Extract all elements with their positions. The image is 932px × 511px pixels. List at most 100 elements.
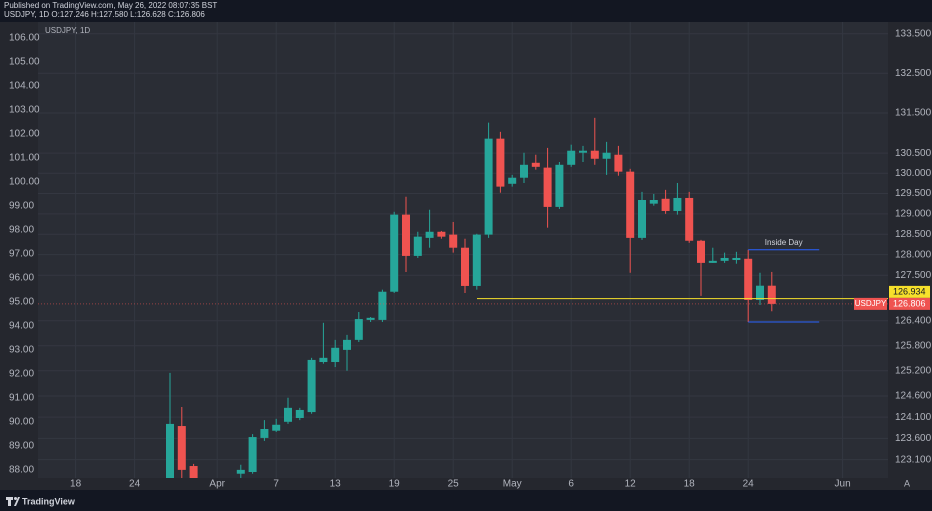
y-tick-label: 93.00 [9,345,34,356]
y-tick-label: 97.00 [9,249,34,260]
y-tick-label: 88.00 [9,465,34,476]
candle-body [248,437,257,473]
y2-tick-label: 128.500 [895,229,932,240]
candle-body [638,200,646,238]
x-tick-label: 25 [448,479,460,490]
y2-tick-label: 124.600 [895,391,932,402]
y2-tick-label: 129.500 [895,188,932,199]
y2-tick-label: 124.100 [895,412,932,423]
symbol-tag [854,297,887,310]
candle-body [531,162,540,167]
y-tick-label: 99.00 [9,201,34,212]
candle-body [756,285,764,300]
candle-body [508,177,517,184]
y-tick-label: 101.00 [9,153,40,164]
y-tick-label: 92.00 [9,369,34,380]
candle-body [413,236,422,256]
y2-tick-label: 127.500 [895,270,932,281]
published-note: Published on TradingView.com, May 26, 20… [4,1,217,10]
y2-tick-label: 123.100 [895,454,932,465]
candle-body [284,407,292,422]
y-tick-label: 102.00 [9,129,40,140]
candle-body [590,150,599,159]
candle-body [307,359,316,413]
candle-body [354,319,363,340]
candle-body [614,154,623,172]
y2-tick-label: 131.500 [895,108,932,119]
brand-logo [6,497,20,506]
y2-tick-label: 123.600 [895,433,932,444]
candle-body [437,231,446,237]
x-tick-label: 24 [129,479,141,490]
candle-body [579,150,587,153]
y2-tick-label: 133.500 [895,28,932,39]
candle-body [295,409,304,418]
candle-body [685,197,694,241]
last-price-tag [889,297,930,310]
candle-body [697,240,705,263]
y2-tick-label: 130.500 [895,148,932,159]
candle-body [260,429,269,438]
candle-body [567,150,576,165]
candle-body [520,164,528,178]
y-tick-label: 106.00 [9,33,40,44]
candle-body [543,167,552,207]
y-tick-label: 100.00 [9,177,40,188]
horizontal-line-label: 126.934 [893,286,926,296]
candle-body [366,317,375,320]
symbol-legend: USDJPY, 1D O:127.246 H:127.580 L:126.628… [4,10,205,19]
x-tick-label: 12 [625,479,637,490]
y-tick-label: 103.00 [9,105,40,116]
y2-tick-label: 125.800 [895,340,932,351]
candle-body [496,138,505,187]
x-tick-label: 7 [273,479,279,490]
candle-body [555,164,564,207]
candle-body [390,214,399,292]
x-tick-label: 13 [330,479,342,490]
y2-tick-label: 128.000 [895,249,932,260]
brand-name: TradingView [22,496,76,506]
y-tick-label: 90.00 [9,417,34,428]
candle-body [649,200,658,204]
y-tick-label: 104.00 [9,81,40,92]
x-tick-label: 18 [684,479,696,490]
candle-body [673,197,682,211]
x-tick-label: 24 [743,479,755,490]
candle-body [378,291,387,320]
candle-body [272,424,281,431]
y-tick-label: 94.00 [9,321,34,332]
x-tick-label: Jun [835,479,851,490]
x-tick-label: 18 [70,479,82,490]
candle-body [319,357,328,363]
x-tick-label: 19 [389,479,401,490]
candle-body [331,347,340,363]
candle-body [602,152,611,159]
symbol-label: USDJPY, 1D [45,26,90,35]
candle-body [402,214,410,256]
candle-body [472,234,481,286]
candles [38,117,888,478]
symbol-tag-label: USDJPY [855,299,887,308]
y2-tick-label: 130.000 [895,168,932,179]
y2-tick-label: 126.400 [895,315,932,326]
candle-body [177,426,186,470]
y-tick-label: 96.00 [9,273,34,284]
x-tick-label: May [503,479,522,490]
candle-body [744,258,753,300]
y-tick-label: 105.00 [9,57,40,68]
horizontal-line-tag [889,285,930,298]
x-tick-label: 6 [568,479,574,490]
last-price-label: 126.806 [893,298,926,308]
auto-button[interactable]: A [904,478,910,488]
candle-body [732,257,741,261]
candle-body [449,234,458,248]
annotation-text: Inside Day [765,238,803,247]
overlay: Inside Day 126.934 126.806 USDJPY [748,238,930,323]
candle-body [626,171,635,238]
candle-body [661,198,670,211]
y-tick-label: 91.00 [9,393,34,404]
y-tick-label: 98.00 [9,225,34,236]
y-tick-label: 95.00 [9,297,34,308]
